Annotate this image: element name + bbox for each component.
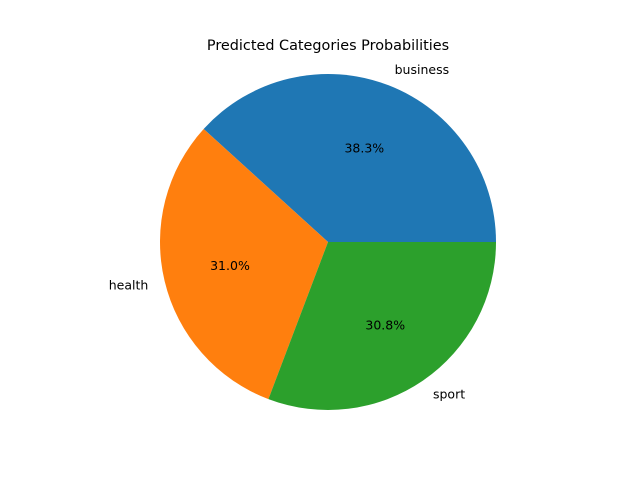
chart-title: Predicted Categories Probabilities	[207, 38, 449, 54]
slice-percent-health: 31.0%	[210, 258, 250, 273]
pie-slice-health	[159, 129, 328, 400]
pie-slices	[159, 73, 496, 410]
pie-labels: business 38.3% health 31.0% sport 30.8%	[109, 62, 465, 401]
slice-label-sport: sport	[433, 387, 465, 402]
slice-label-business: business	[395, 62, 449, 77]
pie-slice-business	[203, 73, 496, 242]
slice-label-health: health	[109, 278, 149, 293]
slice-percent-business: 38.3%	[344, 140, 384, 155]
slice-percent-sport: 30.8%	[365, 317, 405, 332]
pie-slice-sport	[268, 242, 496, 410]
